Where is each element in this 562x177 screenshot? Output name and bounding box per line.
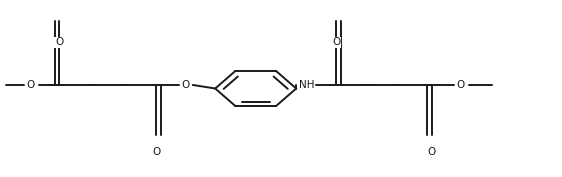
- Text: O: O: [55, 38, 63, 47]
- Text: O: O: [27, 80, 35, 90]
- Text: NH: NH: [298, 80, 314, 90]
- Text: O: O: [182, 80, 189, 90]
- Text: O: O: [457, 80, 465, 90]
- Text: O: O: [428, 147, 436, 157]
- Text: O: O: [332, 38, 340, 47]
- Text: O: O: [152, 147, 160, 157]
